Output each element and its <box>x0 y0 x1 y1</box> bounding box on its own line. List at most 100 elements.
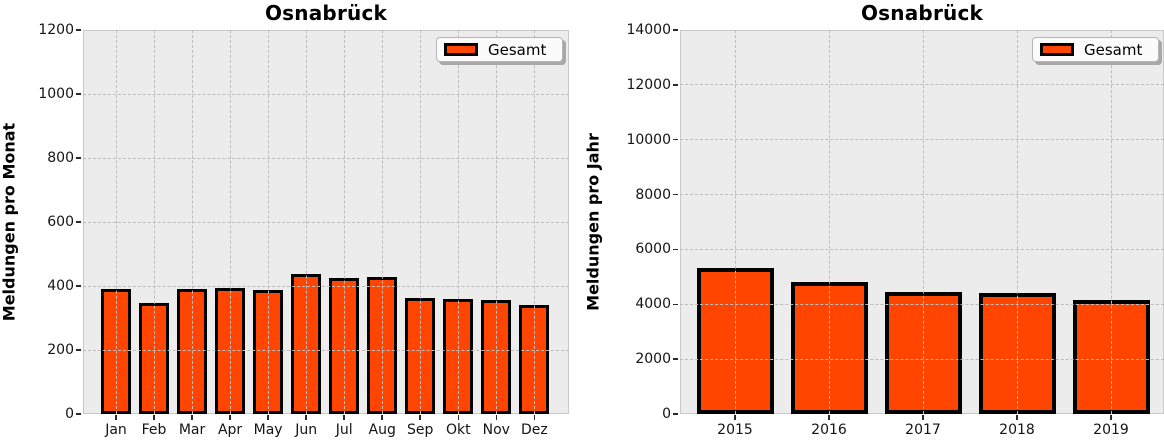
y-axis-label-yearly: Meldungen pro Jahr <box>583 133 603 311</box>
x-tick-mark <box>533 415 536 420</box>
x-tick-mark <box>343 415 345 420</box>
chart-title-monthly: Osnabrück <box>264 1 387 25</box>
gridline-h <box>83 221 569 223</box>
legend-label: Gesamt <box>1084 40 1143 59</box>
gridline-h <box>680 303 1164 305</box>
gridline-h <box>680 358 1164 360</box>
x-tick-mark <box>1110 415 1112 420</box>
y-tick-mark <box>76 93 81 95</box>
gridline-h <box>83 285 569 287</box>
y-tick-mark <box>76 349 81 351</box>
x-tick-mark <box>115 415 117 420</box>
gridline-v <box>419 30 421 414</box>
x-tick-label: Aug <box>368 422 396 438</box>
y-tick-label: 14000 <box>626 22 671 38</box>
y-tick-mark <box>76 285 81 287</box>
x-tick-label: 2017 <box>905 422 941 438</box>
gridline-v <box>828 30 830 414</box>
x-tick-label: 2015 <box>717 422 753 438</box>
gridline-v <box>305 30 307 414</box>
gridline-h <box>680 248 1164 250</box>
y-tick-mark <box>673 358 678 360</box>
y-tick-label: 0 <box>662 406 671 422</box>
x-tick-mark <box>381 415 383 420</box>
y-tick-mark <box>673 413 678 415</box>
y-tick-mark <box>76 29 81 31</box>
y-tick-label: 200 <box>47 342 74 358</box>
x-tick-label: Jan <box>105 422 127 438</box>
plot-area-yearly <box>680 30 1164 414</box>
x-tick-mark <box>734 415 736 420</box>
chart-title-yearly: Osnabrück <box>860 1 983 25</box>
gridline-v <box>343 30 345 414</box>
x-tick-label: Nov <box>482 422 510 438</box>
y-tick-label: 400 <box>47 278 74 294</box>
y-tick-mark <box>673 193 678 196</box>
y-tick-label: 600 <box>47 214 74 230</box>
y-tick-label: 8000 <box>635 186 671 203</box>
y-tick-mark <box>76 157 81 159</box>
x-tick-label: Mar <box>178 422 206 438</box>
y-tick-label: 4000 <box>635 296 671 313</box>
y-tick-label: 12000 <box>626 76 671 93</box>
gridline-v <box>533 30 535 414</box>
x-tick-mark <box>922 415 924 420</box>
gridline-v <box>1016 30 1018 414</box>
x-tick-mark <box>828 415 830 420</box>
legend-monthly: Gesamt <box>436 37 563 62</box>
x-tick-label: Jul <box>335 422 353 438</box>
x-tick-label: Feb <box>141 422 167 438</box>
gridline-v <box>267 30 269 414</box>
y-tick-mark <box>673 29 678 31</box>
y-tick-label: 10000 <box>626 131 671 148</box>
gridline-h <box>83 157 569 159</box>
legend-swatch-icon <box>444 43 478 56</box>
gridline-h <box>83 93 569 95</box>
y-tick-label: 1200 <box>38 22 74 38</box>
y-tick-label: 0 <box>65 406 74 422</box>
plot-area-monthly <box>83 30 569 414</box>
y-tick-mark <box>673 84 678 86</box>
gridline-h <box>83 349 569 351</box>
x-tick-label: Dez <box>520 422 548 438</box>
y-tick-mark <box>673 303 678 306</box>
y-tick-label: 1000 <box>38 86 74 102</box>
gridline-h <box>680 139 1164 141</box>
x-tick-mark <box>191 415 193 420</box>
gridline-v <box>115 30 117 414</box>
x-tick-mark <box>267 415 269 420</box>
gridline-h <box>680 194 1164 196</box>
x-tick-label: May <box>253 422 283 438</box>
x-tick-label: Okt <box>445 422 471 438</box>
y-tick-label: 2000 <box>635 351 671 368</box>
x-tick-mark <box>153 415 155 420</box>
x-tick-label: 2018 <box>999 422 1035 438</box>
gridline-v <box>191 30 193 414</box>
x-tick-label: Sep <box>407 422 434 438</box>
y-tick-label: 6000 <box>635 241 671 258</box>
y-tick-mark <box>673 248 678 251</box>
x-tick-mark <box>305 415 307 420</box>
gridline-v <box>922 30 924 414</box>
gridline-v <box>153 30 155 414</box>
x-tick-mark <box>229 415 231 420</box>
y-tick-mark <box>673 138 678 141</box>
x-tick-mark <box>495 415 498 420</box>
gridline-v <box>495 30 497 414</box>
gridline-v <box>734 30 736 414</box>
y-tick-label: 800 <box>47 150 74 166</box>
y-tick-mark <box>76 221 81 223</box>
x-tick-mark <box>457 415 460 420</box>
gridline-v <box>381 30 383 414</box>
y-tick-mark <box>76 413 81 415</box>
gridline-v <box>1110 30 1112 414</box>
legend-swatch-icon <box>1040 43 1074 56</box>
x-tick-label: 2016 <box>811 422 847 438</box>
x-tick-label: 2019 <box>1093 422 1129 438</box>
gridline-v <box>229 30 231 414</box>
x-tick-mark <box>1016 415 1018 420</box>
legend-yearly: Gesamt <box>1032 37 1159 62</box>
x-tick-label: Jun <box>295 422 318 438</box>
legend-label: Gesamt <box>488 40 547 59</box>
